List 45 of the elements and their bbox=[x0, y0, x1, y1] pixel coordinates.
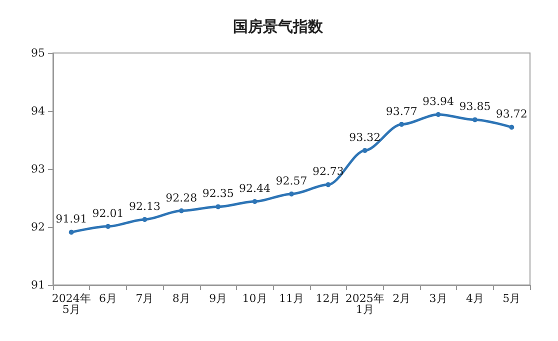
x-tick-label: 2025年 1月 bbox=[345, 292, 384, 316]
data-label: 92.13 bbox=[128, 200, 160, 213]
data-label: 92.44 bbox=[239, 182, 271, 195]
point bbox=[326, 182, 331, 188]
x-tick-label: 5月 bbox=[502, 292, 521, 305]
data-label: 92.35 bbox=[202, 187, 234, 200]
data-label: 93.94 bbox=[422, 94, 454, 108]
point bbox=[509, 124, 514, 130]
x-tick-label: 10月 bbox=[242, 292, 268, 305]
data-label: 93.72 bbox=[496, 108, 528, 121]
point bbox=[252, 198, 258, 204]
data-label: 93.85 bbox=[459, 100, 491, 114]
data-label: 91.91 bbox=[56, 212, 88, 226]
point bbox=[289, 191, 294, 196]
y-tick-label: 91 bbox=[31, 278, 45, 292]
x-tick-label: 6月 bbox=[99, 292, 118, 305]
x-tick-label: 9月 bbox=[209, 292, 228, 305]
x-tick-label: 2024年 5月 bbox=[52, 292, 91, 316]
y-tick-label: 92 bbox=[31, 220, 45, 234]
point bbox=[436, 112, 441, 117]
chart-title: 国房景气指数 bbox=[233, 18, 324, 36]
point bbox=[178, 208, 184, 214]
x-tick-label: 4月 bbox=[466, 292, 484, 305]
point bbox=[399, 122, 404, 127]
point bbox=[142, 216, 148, 222]
data-label: 93.77 bbox=[386, 104, 418, 118]
x-tick-label: 3月 bbox=[429, 292, 448, 305]
data-label: 92.01 bbox=[92, 206, 124, 220]
data-label: 92.28 bbox=[166, 191, 198, 204]
x-tick-label: 8月 bbox=[172, 292, 190, 305]
y-tick-label: 95 bbox=[31, 46, 45, 60]
point bbox=[472, 117, 478, 122]
data-label: 92.73 bbox=[312, 165, 344, 178]
x-tick-label: 11月 bbox=[279, 292, 304, 305]
point bbox=[216, 204, 221, 210]
y-tick-label: 93 bbox=[31, 162, 45, 176]
x-tick-label: 12月 bbox=[316, 292, 341, 305]
y-tick-label: 94 bbox=[31, 104, 45, 118]
data-label: 93.32 bbox=[349, 130, 381, 144]
point bbox=[68, 230, 74, 235]
x-tick-label: 7月 bbox=[136, 292, 154, 305]
data-label: 92.57 bbox=[276, 174, 308, 188]
x-tick-label: 2月 bbox=[392, 292, 411, 305]
point bbox=[106, 224, 111, 229]
point bbox=[362, 148, 368, 153]
